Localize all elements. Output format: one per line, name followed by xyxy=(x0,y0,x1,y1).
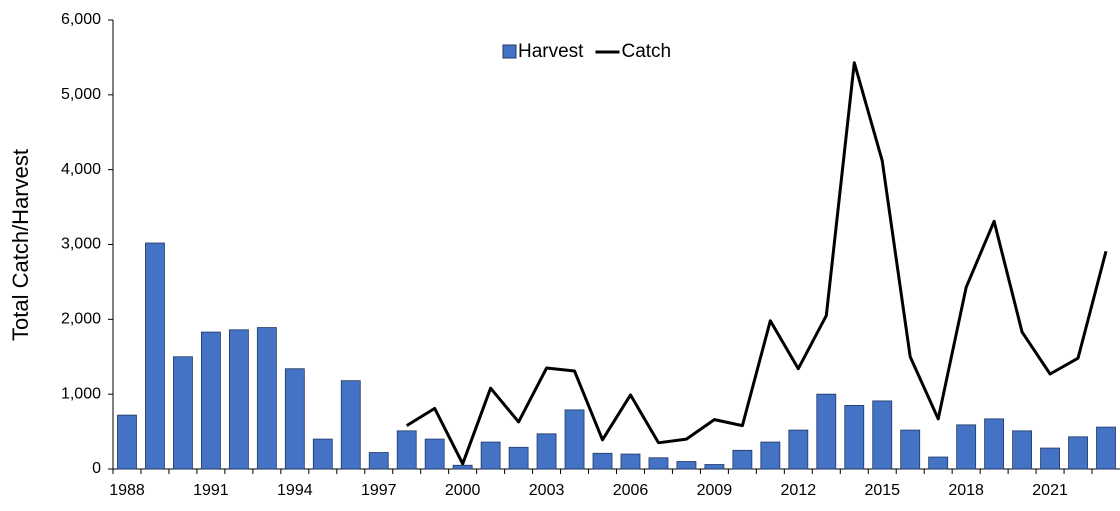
line xyxy=(405,61,1108,466)
bar xyxy=(704,464,725,470)
bar xyxy=(956,424,977,470)
x-tick-label: 1991 xyxy=(193,482,229,499)
bar xyxy=(928,456,949,470)
bar xyxy=(984,418,1005,470)
y-tick-label: 3,000 xyxy=(61,236,101,253)
bar xyxy=(228,329,249,470)
bar xyxy=(788,429,809,470)
x-tick-label: 1997 xyxy=(361,482,397,499)
bar xyxy=(844,404,865,470)
x-tick-label: 2003 xyxy=(529,482,565,499)
bar xyxy=(368,452,389,470)
bar xyxy=(145,242,165,470)
bar xyxy=(872,400,893,470)
legend-swatch xyxy=(502,44,517,59)
bar xyxy=(648,457,669,470)
legend-label: Harvest xyxy=(518,41,584,62)
bar xyxy=(312,438,333,470)
x-tick-label: 1988 xyxy=(109,482,145,499)
legend-label: Catch xyxy=(621,41,671,62)
y-axis-title: Total Catch/Harvest xyxy=(8,149,33,341)
bar xyxy=(900,429,921,470)
y-tick-label: 0 xyxy=(92,460,101,477)
bar xyxy=(816,393,837,470)
bar xyxy=(564,409,585,470)
y-tick-label: 5,000 xyxy=(61,86,101,103)
bar xyxy=(256,327,277,470)
bar xyxy=(676,461,697,470)
bar xyxy=(1096,426,1116,470)
bar xyxy=(592,452,613,470)
bar xyxy=(732,449,753,470)
y-tick-label: 1,000 xyxy=(61,385,101,402)
bar xyxy=(396,430,417,470)
x-tick-label: 2015 xyxy=(864,482,900,499)
y-tick-label: 6,000 xyxy=(61,11,101,28)
bar xyxy=(452,464,473,470)
x-tick-label: 2006 xyxy=(613,482,649,499)
bar xyxy=(480,441,501,470)
bar xyxy=(536,433,557,470)
bar xyxy=(620,453,641,470)
x-tick-label: 2009 xyxy=(697,482,733,499)
bar xyxy=(424,438,445,470)
bar xyxy=(1068,436,1088,470)
y-tick-label: 4,000 xyxy=(61,161,101,178)
bar xyxy=(1012,430,1033,470)
x-tick-label: 2012 xyxy=(781,482,817,499)
bar xyxy=(117,414,137,470)
bar xyxy=(173,356,193,470)
x-tick-label: 1994 xyxy=(277,482,313,499)
bar xyxy=(508,446,529,470)
x-tick-label: 2021 xyxy=(1032,482,1068,499)
bar xyxy=(200,331,221,470)
x-tick-label: 2000 xyxy=(445,482,481,499)
bar xyxy=(760,441,781,470)
x-tick-label: 2018 xyxy=(948,482,984,499)
bar xyxy=(1040,447,1060,470)
bar xyxy=(284,368,305,470)
bar xyxy=(340,380,361,470)
y-tick-label: 2,000 xyxy=(61,311,101,328)
